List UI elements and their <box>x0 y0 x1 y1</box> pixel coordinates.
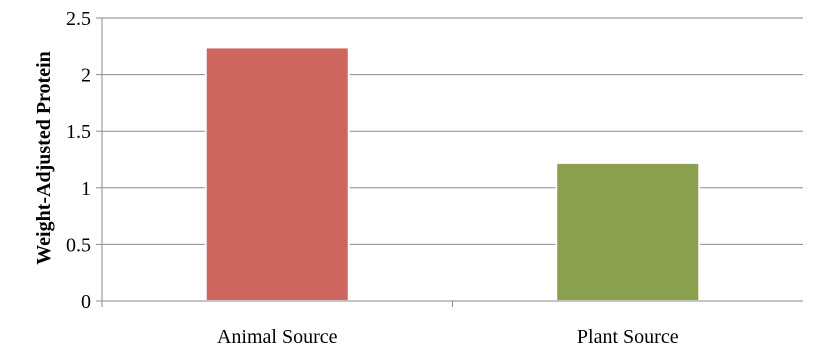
y-tick-label: 1 <box>81 178 91 200</box>
y-tick-label: 1.5 <box>66 121 91 143</box>
tick-labels: 0 0.5 1 1.5 2 2.5 Animal Source Plant Source <box>66 8 679 348</box>
y-axis-title: Weight-Adjusted Protein <box>33 51 55 265</box>
y-tick-label: 0 <box>81 291 91 313</box>
y-tick-label: 2 <box>81 65 91 87</box>
bar-animal-source <box>204 46 350 302</box>
x-category-label: Plant Source <box>577 326 679 348</box>
y-tick-label: 2.5 <box>66 8 91 30</box>
y-tick-label: 0.5 <box>66 234 91 256</box>
axes <box>96 17 803 307</box>
bars <box>204 46 701 302</box>
bar-plant-source <box>555 161 701 302</box>
x-category-label: Animal Source <box>217 326 338 348</box>
